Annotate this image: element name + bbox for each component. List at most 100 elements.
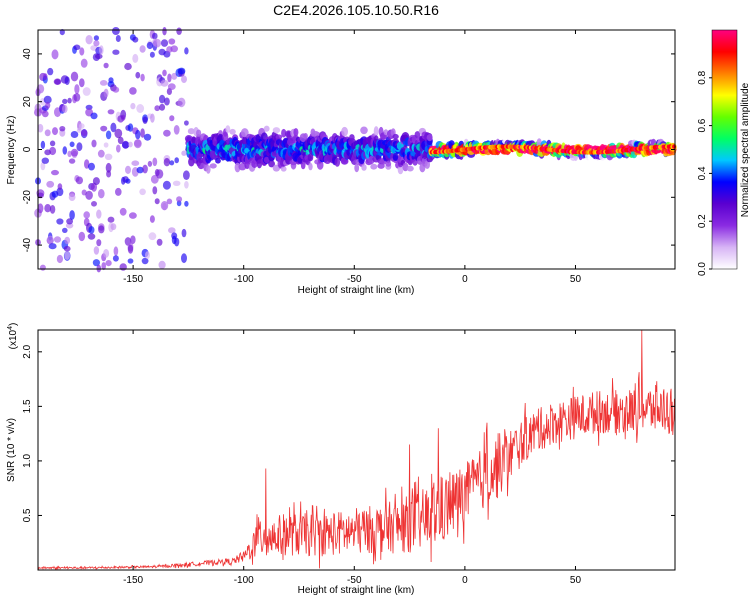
spectrogram-cell — [181, 253, 187, 264]
spectrogram-cell — [64, 76, 70, 85]
spectrogram-cell — [62, 146, 68, 155]
spectrogram-cell — [225, 125, 231, 133]
spectrogram-cell — [68, 193, 76, 201]
spectrogram-cell — [145, 251, 150, 259]
spectrogram-cell — [95, 53, 103, 60]
spectrogram-cell — [112, 27, 120, 35]
spectrogram-cell — [76, 127, 82, 133]
spectrogram-cell — [130, 102, 136, 110]
spectrogram-cell — [196, 129, 202, 137]
spectrogram-cell — [160, 79, 169, 87]
spectrogram-cell — [51, 169, 59, 176]
spectrogram-cell — [206, 165, 211, 174]
spectrogram-cell — [96, 239, 102, 247]
y-tick-label: 0 — [22, 146, 33, 152]
spectrogram-cell — [46, 180, 55, 188]
spectrogram-cell — [127, 258, 134, 264]
spectrogram-cell — [40, 161, 46, 171]
spectrogram-cell — [64, 250, 71, 260]
spectrogram-cell — [43, 95, 52, 104]
spectrogram-cell — [66, 218, 73, 225]
spectrogram-cell — [83, 211, 90, 219]
spectrogram-cell — [173, 125, 180, 135]
spectrogram-cell — [392, 155, 399, 161]
spectrogram-cell — [316, 160, 324, 170]
spectrogram-cell — [341, 126, 348, 137]
spectrogram-cell — [73, 93, 81, 102]
spectrogram-cell — [125, 165, 131, 174]
spectrogram-cell — [147, 160, 153, 167]
spectrogram-cell — [308, 162, 313, 171]
spectrogram-cell — [181, 75, 187, 83]
spectrogram-cell — [272, 127, 281, 134]
spectrogram-cell — [132, 36, 139, 43]
spectrogram-cell — [90, 112, 98, 120]
spectrogram-cell — [103, 142, 109, 148]
spectrogram-cell — [97, 149, 105, 158]
spectrogram-cell — [392, 133, 399, 140]
spectrogram-cell — [43, 73, 48, 81]
x-tick-label: -50 — [347, 274, 362, 285]
spectrogram-cell — [397, 165, 404, 175]
spectrogram-cell — [150, 113, 155, 123]
spectrogram-cell — [67, 150, 72, 158]
spectrogram-cell — [91, 201, 97, 207]
spectrogram-cell — [70, 148, 79, 157]
spectrogram-cell — [149, 215, 155, 223]
spectrogram-cell — [119, 207, 127, 216]
spectrogram-cell — [177, 67, 186, 75]
spectrogram-cell — [263, 125, 270, 132]
y-tick-label: 2.0 — [22, 344, 33, 358]
spectrogram-cell — [98, 225, 105, 234]
spectrogram-cell — [112, 255, 119, 262]
spectrogram-cell — [127, 244, 134, 254]
spectrogram-cell — [78, 231, 86, 242]
spectrogram-cell — [129, 87, 137, 95]
spectrogram-cell — [160, 201, 169, 211]
spectrogram-cell — [141, 257, 149, 265]
x-tick-label: 50 — [570, 274, 582, 285]
spectrogram-cell — [120, 114, 126, 121]
spectrogram-cell — [70, 131, 79, 138]
colorbar-label: Normalized spectral amplitude — [740, 82, 750, 217]
spectrogram-cell — [115, 187, 122, 196]
spectrogram-cell — [163, 158, 171, 167]
x-tick-label: -100 — [234, 575, 254, 586]
spectrogram-cell — [105, 162, 112, 173]
spectrogram-cell — [99, 80, 108, 86]
spectrogram-cell — [215, 157, 221, 164]
snr-x-label: Height of straight line (km) — [298, 585, 415, 596]
snr-panel: -150 -100 -50 0 50 0.5 1.0 1.5 2.0 Height of st… — [6, 323, 676, 596]
spectrogram-cell — [140, 128, 145, 138]
spectrogram-cell — [125, 178, 131, 184]
spectrogram-cell — [103, 249, 110, 258]
spectrogram-cell — [143, 133, 152, 141]
spectrogram-cell — [424, 160, 430, 169]
spectrogram-cell — [280, 166, 287, 172]
spectrogram-cell — [104, 153, 113, 160]
spectrogram-cell — [56, 187, 64, 197]
spectrogram-cell — [174, 237, 180, 247]
spectrogram-cell — [169, 160, 175, 166]
colorbar-tick-label: 0.4 — [697, 166, 708, 180]
snr-frame — [37, 329, 676, 571]
spectrogram-cell — [74, 84, 80, 94]
colorbar-ticks: 0.0 0.2 0.4 0.6 0.8 — [697, 70, 712, 276]
spectrogram-cell — [132, 53, 139, 63]
spectrogram-cell — [360, 126, 368, 135]
spectrogram-cell — [105, 260, 112, 267]
spectrogram-cell — [154, 105, 160, 112]
spectrogram-cell — [281, 128, 287, 138]
spectrogram-cell — [152, 157, 158, 167]
spectrogram-cell — [96, 209, 102, 219]
spectrogram-cell — [174, 157, 179, 164]
spectrogram-cell — [68, 158, 76, 164]
spectrogram-cell — [37, 203, 44, 214]
spectrogram-cell — [167, 73, 172, 83]
spectrogram-cell — [87, 233, 96, 240]
colorbar-gradient — [712, 30, 737, 269]
spectrogram-cell — [106, 170, 112, 178]
y-tick-label: 40 — [22, 48, 33, 60]
spectrogram-cell — [170, 45, 178, 53]
spectrogram-cell — [184, 181, 189, 189]
